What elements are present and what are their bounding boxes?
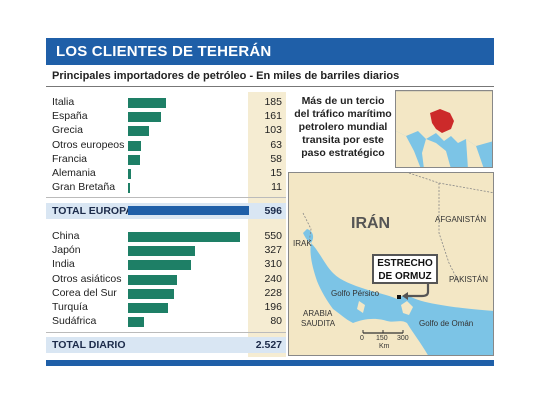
asia-value-6: 80 [270, 315, 282, 328]
asia-value-2: 310 [264, 258, 282, 271]
asia-label-3: Otros asiáticos [52, 272, 122, 285]
iran-highlight [430, 109, 454, 133]
europe-separator [46, 197, 286, 199]
chart-subtitle: Principales importadores de petróleo - E… [52, 70, 400, 82]
europe-label-5: Alemania [52, 167, 96, 179]
asia-label-4: Corea del Sur [52, 286, 117, 299]
asia-value-1: 327 [264, 244, 282, 257]
europe-row-6: Gran Bretaña 11 [46, 181, 286, 195]
asia-label-6: Sudáfrica [52, 315, 97, 328]
asia-value-5: 196 [264, 301, 282, 313]
title-bar: LOS CLIENTES DE TEHERÁN [46, 38, 494, 65]
asia-row-2: India 310 [46, 258, 286, 272]
europe-bar-1 [128, 112, 161, 123]
asia-label-5: Turquía [52, 301, 88, 313]
callout-pointer [402, 284, 430, 300]
label-arabia: ARABIA [303, 309, 333, 318]
europe-row-5: Alemania 15 [46, 167, 286, 181]
callout-line-2: DE ORMUZ [378, 271, 432, 282]
asia-label-0: China [52, 230, 80, 242]
asia-bar-3 [128, 274, 177, 285]
europe-bar-4 [128, 154, 140, 165]
label-iran: IRÁN [351, 215, 391, 232]
label-afganistan: AFGANISTÁN [435, 215, 487, 224]
label-irak: IRAK [293, 239, 312, 248]
europe-value-4: 58 [270, 152, 282, 165]
europe-value-6: 11 [271, 181, 282, 194]
asia-label-1: Japón [52, 244, 81, 257]
europe-label-1: España [52, 110, 88, 123]
scale-tick-0: 0 [360, 335, 364, 342]
europe-bar-5 [128, 169, 132, 179]
locator-map-svg [396, 91, 492, 167]
europe-bar-6 [128, 183, 131, 194]
asia-bar-6 [128, 317, 145, 328]
europe-value-3: 63 [270, 138, 282, 151]
label-golfo-oman: Golfo de Omán [419, 319, 474, 328]
asia-row-5: Turquía 196 [46, 301, 286, 315]
total-diario-value-0: 2.527 [255, 339, 282, 351]
callout-line-1: ESTRECHO [377, 258, 433, 269]
europe-label-0: Italia [52, 96, 75, 108]
europe-value-5: 15 [270, 167, 282, 179]
asia-bar-1 [128, 246, 195, 257]
total-europa-label-0: TOTAL EUROPA [52, 205, 133, 217]
asia-bar-2 [128, 260, 192, 271]
europe-label-4: Francia [52, 152, 88, 165]
total-diario-label-0: TOTAL DIARIO [52, 339, 126, 351]
europe-value-2: 103 [264, 124, 282, 137]
asia-row-0: China 550 [46, 230, 286, 244]
europe-label-6: Gran Bretaña [52, 181, 116, 194]
asia-row-4: Corea del Sur 228 [46, 287, 286, 301]
total-europa-bar-0 [128, 206, 250, 215]
asia-row-6: Sudáfrica 80 [46, 315, 286, 329]
asia-value-4: 228 [264, 286, 282, 299]
europe-label-3: Otros europeos [52, 138, 125, 151]
chart-title: LOS CLIENTES DE TEHERÁN [56, 43, 272, 60]
locator-map [395, 90, 493, 168]
europe-bar-3 [128, 140, 141, 151]
total-europa-value-0: 596 [264, 205, 282, 217]
asia-separator [46, 332, 286, 334]
label-saudita: SAUDITA [301, 319, 336, 328]
strait-marker [397, 295, 401, 299]
asia-bar-4 [128, 288, 175, 299]
scale-tick-150: 150 [376, 335, 388, 342]
strait-map: IRÁN AFGANISTÁN IRAK PAKISTÁN Golfo Pérs… [288, 172, 494, 356]
europe-value-1: 161 [264, 110, 282, 123]
strait-callout: ESTRECHO DE ORMUZ [372, 254, 438, 284]
europe-row-2: Grecia 103 [46, 124, 286, 138]
strait-map-svg [289, 173, 493, 355]
label-golfo-persico: Golfo Pérsico [331, 289, 380, 298]
asia-row-3: Otros asiáticos 240 [46, 273, 286, 287]
europe-value-0: 185 [264, 96, 282, 108]
scale-tick-300: 300 [397, 335, 409, 342]
europe-row-4: Francia 58 [46, 153, 286, 167]
label-pakistan: PAKISTÁN [449, 275, 488, 284]
value-column-background [248, 92, 286, 357]
scale-unit: Km [379, 343, 390, 350]
asia-row-1: Japón 327 [46, 244, 286, 258]
total-diario-row-0: TOTAL DIARIO 2.527 [46, 337, 286, 353]
asia-value-0: 550 [264, 230, 282, 242]
europe-row-1: España 161 [46, 110, 286, 124]
divider [46, 86, 494, 87]
europe-bar-2 [128, 126, 149, 137]
europe-row-3: Otros europeos 63 [46, 139, 286, 153]
map-note: Más de un tercio del tráfico marítimo pe… [294, 95, 392, 159]
asia-value-3: 240 [264, 272, 282, 285]
asia-bar-5 [128, 303, 168, 313]
europe-bar-0 [128, 98, 166, 108]
europe-row-0: Italia 185 [46, 96, 286, 110]
europe-label-2: Grecia [52, 124, 83, 137]
bottom-bar [46, 360, 494, 366]
asia-bar-0 [128, 232, 240, 242]
asia-label-2: India [52, 258, 75, 271]
